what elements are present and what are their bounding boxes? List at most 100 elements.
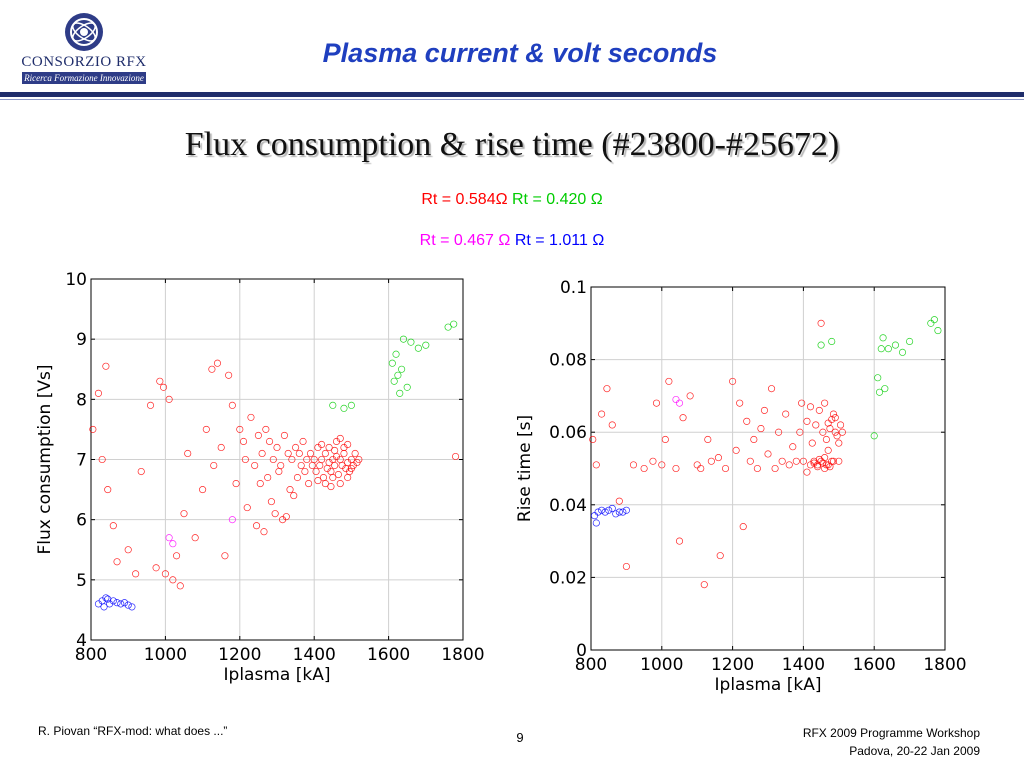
- rise-point-series-0: [665, 377, 673, 385]
- flux-point-series-0: [282, 513, 290, 521]
- rise-point-series-0: [649, 457, 657, 465]
- flux-point-series-0: [191, 534, 199, 542]
- flux-point-series-0: [305, 480, 313, 488]
- flux-point-series-0: [336, 480, 344, 488]
- flux-point-series-0: [340, 449, 348, 458]
- footer-event-place: Padova, 20-22 Jan 2009: [849, 744, 980, 758]
- flux-point-series-1: [403, 383, 411, 391]
- flux-x-tick-label: 1800: [441, 645, 484, 665]
- rise-point-series-0: [672, 464, 680, 473]
- header-rule: [0, 92, 1024, 97]
- flux-y-axis-label: Flux consumption [Vs]: [35, 365, 55, 555]
- flux-point-series-0: [355, 455, 363, 464]
- legend-line-1: Rt = 0.584Ω Rt = 0.420 Ω: [0, 191, 1024, 209]
- flux-point-series-0: [344, 473, 352, 482]
- rise-point-series-0: [693, 461, 701, 469]
- rise-point-series-0: [810, 457, 818, 465]
- flux-x-tick-label: 1400: [293, 645, 336, 665]
- rise-plot-area: [590, 286, 946, 651]
- flux-point-series-0: [327, 483, 335, 491]
- rise-point-series-1: [881, 385, 889, 393]
- flux-point-series-0: [213, 359, 222, 367]
- flux-point-series-0: [210, 461, 218, 470]
- flux-point-series-0: [266, 437, 274, 446]
- legend-line-2: Rt = 0.467 Ω Rt = 1.011 Ω: [0, 232, 1024, 250]
- flux-point-series-0: [221, 552, 229, 560]
- rise-point-series-0: [739, 523, 747, 531]
- rise-point-series-0: [831, 428, 839, 436]
- flux-point-series-0: [208, 365, 216, 373]
- rise-point-series-0: [828, 457, 836, 465]
- rise-point-series-3: [608, 504, 616, 512]
- flux-point-series-2: [165, 534, 173, 542]
- flux-point-series-1: [329, 401, 337, 409]
- rise-point-series-0: [746, 457, 754, 465]
- flux-point-series-1: [450, 320, 458, 328]
- rise-point-series-0: [821, 399, 829, 407]
- rise-point-series-0: [658, 461, 666, 469]
- flux-point-series-3: [128, 603, 136, 611]
- flux-point-series-0: [228, 401, 236, 409]
- rise-point-series-1: [891, 341, 899, 349]
- flux-point-series-0: [280, 431, 288, 439]
- rise-point-series-0: [736, 399, 744, 407]
- flux-point-series-3: [120, 599, 129, 607]
- rise-point-series-0: [831, 414, 839, 422]
- rise-point-series-3: [590, 512, 599, 520]
- flux-point-series-0: [251, 461, 259, 470]
- rise-point-series-0: [824, 446, 832, 454]
- legend-item-blue: Rt = 1.011 Ω: [514, 232, 605, 249]
- flux-point-series-1: [394, 371, 402, 379]
- rise-point-series-0: [819, 459, 827, 467]
- flux-point-series-0: [137, 467, 145, 476]
- rise-point-series-0: [782, 410, 790, 418]
- rise-point-series-0: [767, 385, 776, 393]
- flux-point-series-1: [388, 359, 396, 367]
- rise-point-series-3: [612, 510, 620, 518]
- rise-point-series-0: [697, 464, 705, 473]
- flux-y-tick-label: 6: [76, 511, 87, 531]
- flux-point-series-0: [165, 395, 173, 403]
- rise-point-series-3: [619, 508, 627, 516]
- flux-point-series-0: [176, 582, 184, 590]
- flux-point-series-0: [199, 486, 207, 494]
- flux-point-series-0: [344, 440, 352, 449]
- flux-point-series-0: [351, 449, 359, 458]
- flux-point-series-0: [258, 449, 266, 458]
- rise-point-series-0: [815, 455, 823, 463]
- flux-point-series-0: [271, 510, 279, 518]
- flux-point-series-1: [398, 365, 406, 373]
- rise-x-tick-label: 1000: [640, 655, 683, 675]
- flux-point-series-3: [104, 595, 112, 603]
- flux-point-series-2: [228, 516, 236, 524]
- rise-point-series-0: [652, 399, 661, 407]
- flux-point-series-0: [180, 510, 188, 518]
- rise-point-series-0: [815, 406, 823, 414]
- rise-point-series-0: [829, 410, 838, 418]
- flux-point-series-1: [347, 401, 355, 409]
- flux-point-series-1: [392, 350, 400, 358]
- flux-point-series-3: [109, 597, 117, 605]
- flux-point-series-0: [243, 504, 251, 512]
- flux-point-series-1: [340, 404, 348, 412]
- flux-point-series-3: [102, 594, 110, 602]
- flux-point-series-1: [444, 323, 452, 331]
- rise-point-series-1: [884, 345, 892, 353]
- flux-point-series-0: [225, 371, 233, 379]
- flux-point-series-0: [318, 455, 326, 464]
- flux-point-series-0: [184, 449, 192, 458]
- rise-point-series-0: [753, 464, 761, 473]
- flux-point-series-0: [159, 383, 168, 391]
- rise-point-series-2: [672, 395, 680, 404]
- flux-point-series-0: [252, 522, 261, 530]
- rise-point-series-0: [629, 461, 638, 469]
- header-rule-thin: [0, 99, 1024, 100]
- rise-point-series-2: [675, 399, 684, 407]
- rise-x-tick-label: 1600: [853, 655, 896, 675]
- rise-point-series-0: [835, 457, 843, 465]
- flux-point-series-0: [306, 449, 315, 458]
- flux-point-series-0: [102, 362, 110, 370]
- flux-point-series-0: [241, 455, 249, 464]
- footer-event: RFX 2009 Programme Workshop Padova, 20-2…: [803, 724, 980, 760]
- flux-point-series-0: [301, 467, 309, 476]
